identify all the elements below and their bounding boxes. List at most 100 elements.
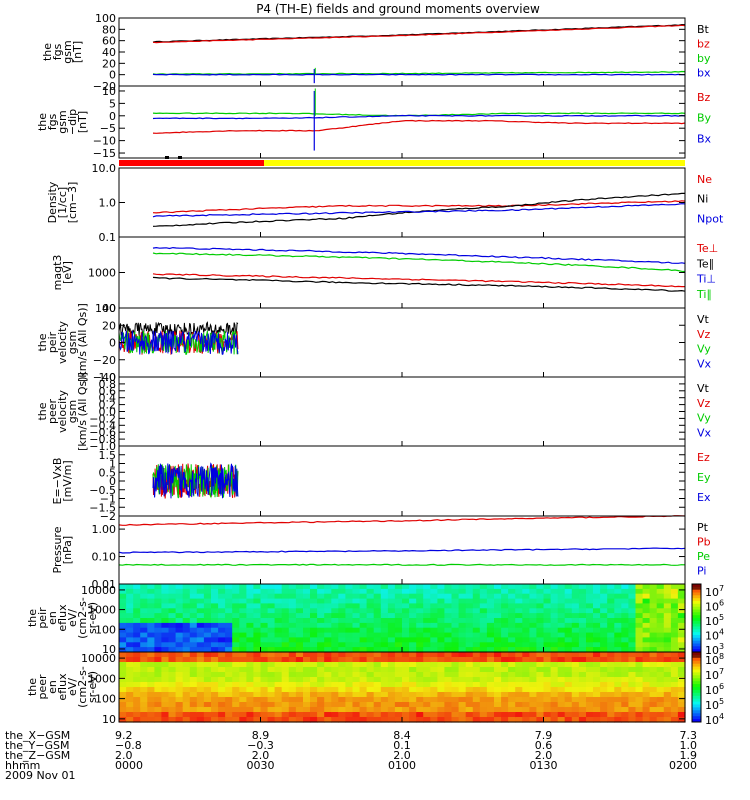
spectrogram-cell [571,712,580,718]
spectrogram-cell [479,697,488,703]
spectrogram-cell [317,593,325,600]
spectrogram-cell [373,632,382,639]
spectrogram-cell [642,593,651,600]
spectrogram-cell [409,613,417,619]
spectrogram-cell [571,677,580,683]
spectrogram-cell [656,697,665,703]
spectrogram-cell [147,618,155,624]
spectrogram-cell [621,627,629,634]
spectrogram-cell [600,702,608,708]
spectrogram-cell [621,667,629,673]
spectrogram-cell [239,657,247,663]
spectrogram-cell [656,622,665,629]
spectrogram-cell [119,632,127,639]
spectrogram-cell [543,598,552,605]
spectrogram-cell [437,692,446,698]
spectrogram-cell [387,662,396,668]
spectrogram-cell [586,584,594,590]
spectrogram-cell [324,637,332,643]
spectrogram-cell [303,662,311,668]
spectrogram-cell [416,622,424,629]
spectrogram-cell [345,707,354,713]
spectrogram-cell [310,642,318,648]
spectrogram-cell [649,697,658,703]
spectrogram-cell [154,637,163,643]
spectrogram-cell [430,682,438,688]
spectrogram-cell [670,672,679,678]
spectrogram-cell [501,618,509,624]
spectrogram-cell [494,642,502,648]
spectrogram-cell [423,657,431,663]
spectrogram-cell [586,672,594,678]
spectrogram-cell [472,717,481,723]
spectrogram-cell [203,662,212,668]
spectrogram-cell [260,657,269,663]
spectrogram-cell [126,613,134,619]
series-Bx [152,114,686,120]
spectrogram-cell [416,662,424,668]
spectrogram-cell [557,632,566,639]
spectrogram-cell [550,603,559,609]
spectrogram-cell [189,707,198,713]
spectrogram-cell [465,598,474,605]
spectrogram-cell [394,717,403,723]
spectrogram-cell [663,622,672,629]
spectrogram-cell [430,712,438,718]
spectrogram-cell [472,603,481,609]
spectrogram-cell [232,672,240,678]
spectrogram-cell [430,632,438,639]
spectrogram-cell [119,692,127,698]
spectrogram-cell [444,652,453,658]
spectrogram-cell [600,712,608,718]
spectrogram-cell [571,687,580,693]
spectrogram-cell [331,613,339,619]
spectrogram-cell [133,608,141,614]
legend-Bt: Bt [697,23,710,36]
spectrogram-cell [338,682,346,688]
spectrogram-cell [175,627,184,634]
spectrogram-cell [409,627,417,634]
spectrogram-cell [522,702,530,708]
spectrogram-cell [472,677,481,683]
spectrogram-cell [642,687,651,693]
y-axis-label-line: (cm2-s- [76,597,89,639]
spectrogram-cell [317,588,325,595]
spectrogram-cell [656,598,665,605]
footer-value: −0.3 [247,739,274,752]
spectrogram-cell [501,682,509,688]
spectrogram-cell [182,618,191,624]
spectrogram-cell [126,637,134,643]
spectrogram-cell [373,622,382,629]
legend-Pe: Pe [697,550,710,563]
spectrogram-cell [508,712,516,718]
spectrogram-cell [571,608,580,614]
spectrogram-cell [465,687,474,693]
spectrogram-cell [338,662,346,668]
spectrogram-cell [649,622,658,629]
spectrogram-cell [423,652,431,658]
spectrogram-cell [211,657,219,663]
spectrogram-cell [607,717,615,723]
spectrogram-cell [175,637,184,643]
spectrogram-cell [246,682,255,688]
spectrogram-cell [253,627,262,634]
spectrogram-cell [508,717,516,723]
y-axis-label-line: the [36,402,49,420]
spectrogram-cell [508,608,516,614]
spectrogram-cell [281,647,290,653]
spectrogram-cell [288,627,297,634]
spectrogram-cell [508,642,516,648]
panel-frame [118,515,686,585]
colorbar-step [692,716,701,720]
spectrogram-cell [635,697,644,703]
spectrogram-cell [451,632,460,639]
spectrogram-cell [303,647,311,653]
spectrogram-cell [338,652,346,658]
spectrogram-cell [550,672,559,678]
series-Te⊥ [152,273,685,288]
series-Ex [152,462,239,499]
colorbar-step [692,672,701,676]
spectrogram-cell [458,627,467,634]
spectrogram-cell [402,622,410,629]
